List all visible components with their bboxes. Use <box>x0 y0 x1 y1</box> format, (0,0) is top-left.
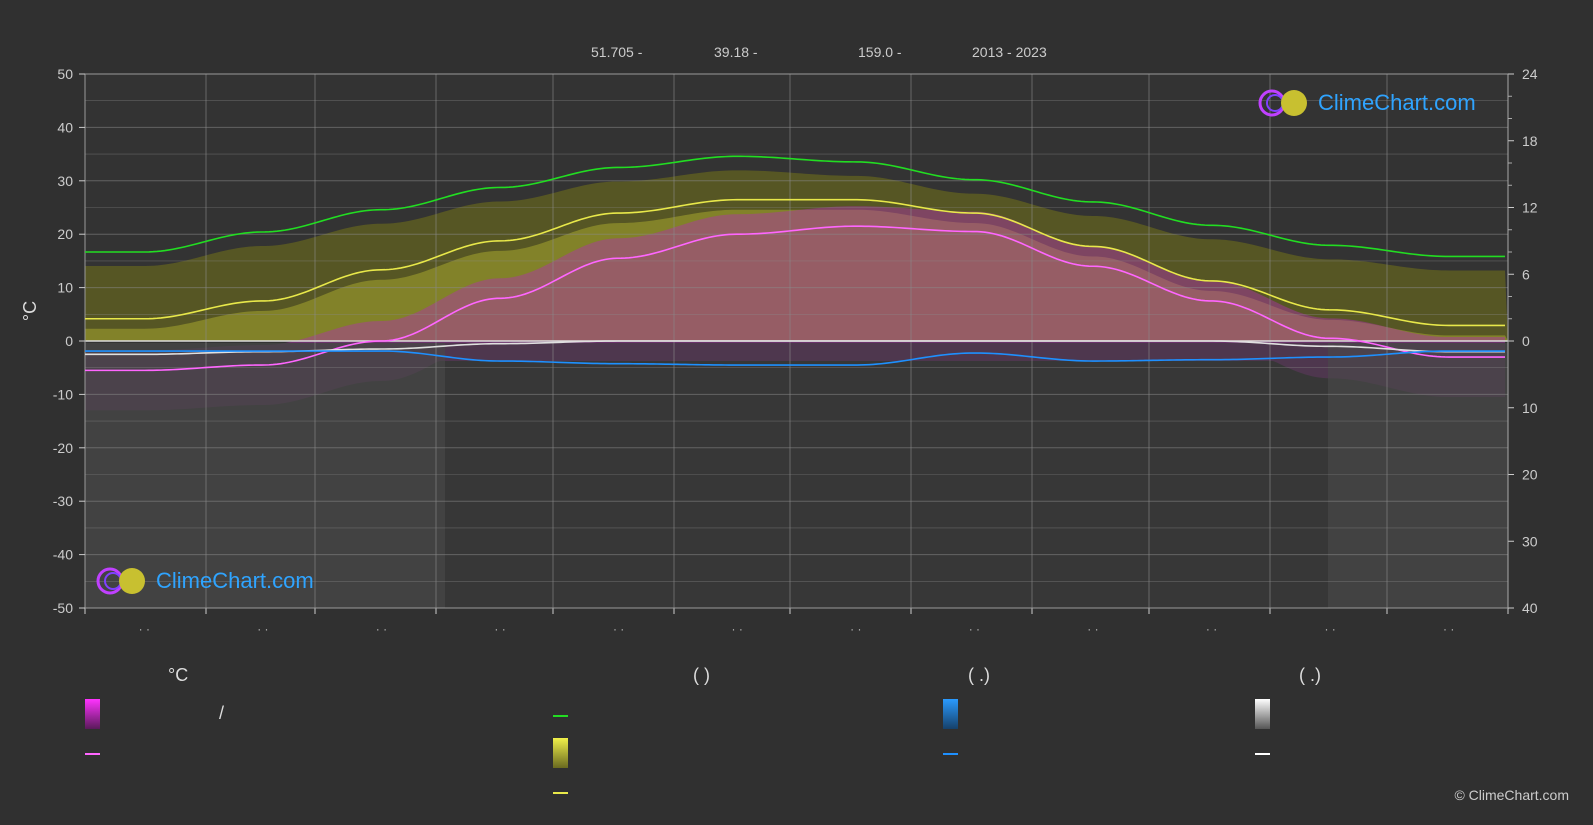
y-tick-label: -20 <box>53 440 73 456</box>
legend-temperature-heading: °C <box>168 665 189 685</box>
precipitation-line <box>85 350 1505 366</box>
legend-daylight-line <box>553 715 568 717</box>
y2-tick-label: 0 <box>1522 333 1530 349</box>
legend-snow-heading: ( .) <box>1299 665 1321 685</box>
y2-tick-label: 18 <box>1522 133 1538 149</box>
x-tick-label: · · <box>257 622 268 636</box>
y-axis-title: °C <box>20 301 40 321</box>
sunshine-fill <box>85 209 1508 341</box>
logo-top[interactable]: ClimeChart.com <box>1258 88 1476 118</box>
max-temp-line <box>85 225 1505 372</box>
legend-rain-heading: ( .) <box>968 665 990 685</box>
x-tick-label: · · <box>376 622 387 636</box>
header-elevation: 159.0 - <box>858 44 902 60</box>
y3-tick-label: 10 <box>1522 400 1538 416</box>
y-tick-label: 20 <box>57 226 73 242</box>
logo-text: ClimeChart.com <box>156 568 314 593</box>
y-tick-label: -10 <box>53 386 73 402</box>
logo-text: ClimeChart.com <box>1318 90 1476 115</box>
y2-tick-label: 24 <box>1522 66 1538 82</box>
sunshine-line <box>85 198 1505 327</box>
x-tick-label: · · <box>1087 622 1098 636</box>
y-tick-label: -30 <box>53 493 73 509</box>
legend-slash: / <box>219 703 225 723</box>
y-tick-label: -50 <box>53 600 73 616</box>
legend-sunshine-line <box>553 792 568 794</box>
y-tick-label: 50 <box>57 66 73 82</box>
x-tick-label: · · <box>613 622 624 636</box>
x-tick-label: · · <box>969 622 980 636</box>
y-tick-label: 30 <box>57 173 73 189</box>
y-tick-label: -40 <box>53 547 73 563</box>
snow-area-winter-start <box>85 343 445 608</box>
legend-precip-swatch <box>943 699 958 729</box>
legend-sunshine-swatch <box>553 738 568 768</box>
header-longitude: 39.18 - <box>714 44 758 60</box>
daylight-line <box>85 155 1505 258</box>
x-tick-label: · · <box>1443 622 1454 636</box>
y-tick-label: 10 <box>57 280 73 296</box>
x-tick-label: · · <box>732 622 743 636</box>
logo-bottom[interactable]: ClimeChart.com <box>96 566 314 596</box>
x-tick-label: · · <box>139 622 150 636</box>
climechart-logo-icon <box>1258 89 1307 117</box>
y-tick-label: 0 <box>65 333 73 349</box>
y3-tick-label: 20 <box>1522 467 1538 483</box>
x-tick-label: · · <box>850 622 861 636</box>
legend-snow-line <box>1255 753 1270 755</box>
snow-area-winter-end <box>1328 343 1508 608</box>
climechart-logo-icon <box>96 567 145 595</box>
legend-temp-range-swatch <box>85 699 100 729</box>
y2-tick-label: 6 <box>1522 266 1530 282</box>
legend-sun-heading: ( ) <box>693 665 710 685</box>
x-tick-label: · · <box>1206 622 1217 636</box>
header-latitude: 51.705 - <box>591 44 643 60</box>
y2-tick-label: 12 <box>1522 200 1538 216</box>
header-years: 2013 - 2023 <box>972 44 1047 60</box>
x-tick-label: · · <box>494 622 505 636</box>
legend-snow-swatch <box>1255 699 1270 729</box>
y3-tick-label: 40 <box>1522 600 1538 616</box>
y-tick-label: 40 <box>57 119 73 135</box>
copyright: © ClimeChart.com <box>1454 787 1569 803</box>
legend-max-temp-line <box>85 753 100 755</box>
legend-precip-line <box>943 753 958 755</box>
x-tick-label: · · <box>1324 622 1335 636</box>
y3-tick-label: 30 <box>1522 533 1538 549</box>
